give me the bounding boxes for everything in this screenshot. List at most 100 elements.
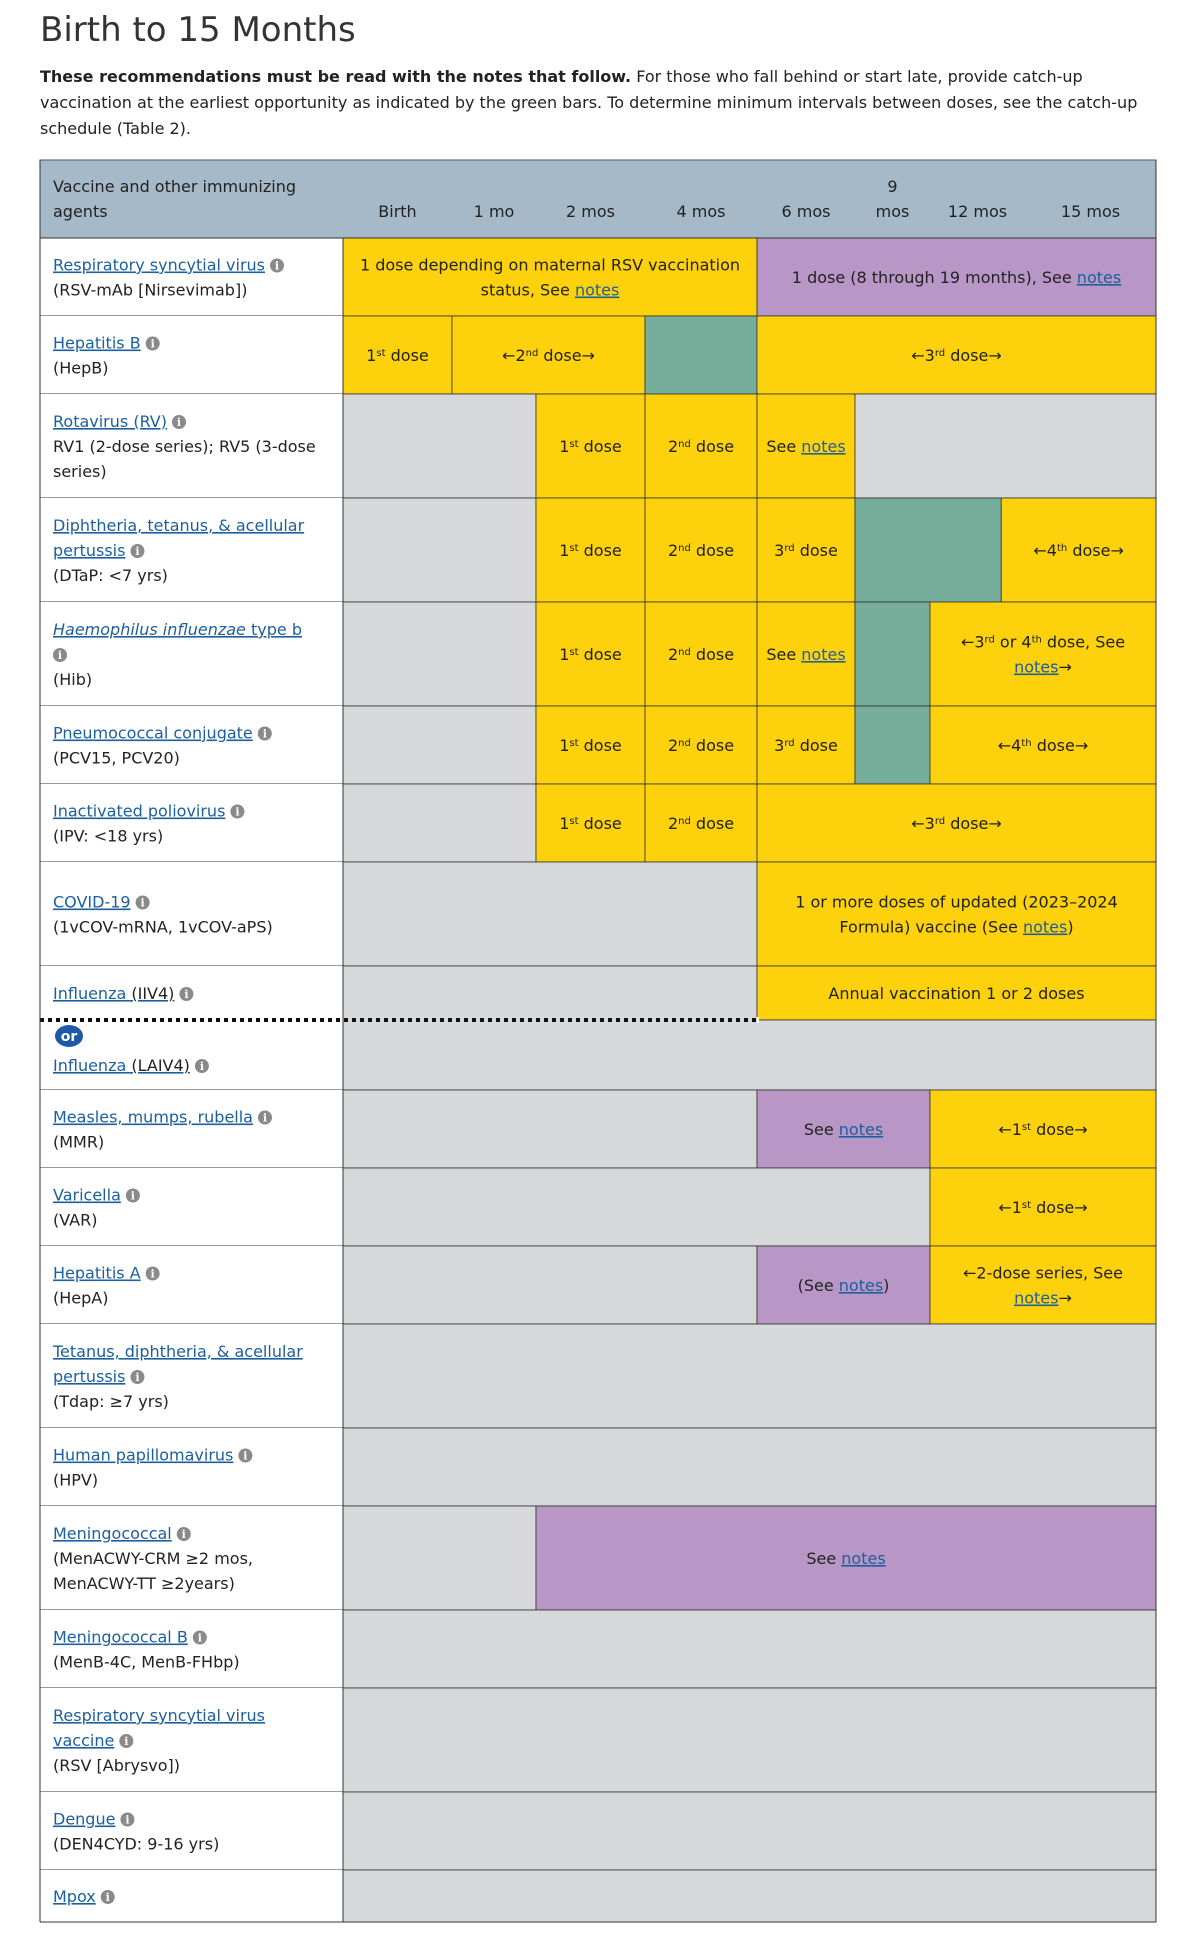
vaccine-name-link[interactable]: Hepatitis A (53, 1264, 141, 1283)
schedule-cell-text[interactable]: status, See notes (481, 281, 620, 300)
or-badge-label: or (61, 1029, 78, 1045)
vaccine-name-link[interactable]: Respiratory syncytial virus (53, 1706, 265, 1725)
info-icon[interactable]: i (145, 336, 160, 351)
schedule-cell-gray (854, 393, 1157, 499)
vaccine-name-link[interactable]: Rotavirus (RV) (53, 412, 167, 431)
info-icon[interactable]: i (270, 258, 284, 273)
svg-text:i: i (184, 988, 188, 1001)
schedule-cell-gray (342, 783, 537, 863)
vaccine-name-link[interactable]: Meningococcal (53, 1524, 172, 1543)
header-age: 12 mos (948, 202, 1007, 221)
schedule-cell-text[interactable]: See notes (766, 437, 845, 456)
schedule-cell-gray (342, 861, 758, 967)
schedule-cell-yellow (342, 315, 453, 395)
vaccine-name-link[interactable]: Respiratory syncytial virus (53, 256, 265, 275)
schedule-cell-text[interactable]: notes→ (1014, 658, 1072, 677)
vaccine-name-link[interactable]: Tetanus, diphtheria, & acellular (52, 1342, 303, 1361)
vaccine-name-link[interactable]: Human papillomavirus (53, 1446, 233, 1465)
schedule-cell-yellow (644, 393, 758, 499)
intro-text: For those who fall behind or start late,… (40, 67, 1138, 138)
svg-text:i: i (135, 545, 139, 558)
info-icon[interactable]: i (120, 1812, 135, 1827)
schedule-cell-yellow (929, 1167, 1157, 1247)
svg-text:i: i (141, 897, 145, 910)
schedule-cell-gray (342, 601, 537, 707)
schedule-cell-text: ←4th dose→ (1033, 541, 1123, 560)
vaccine-name-link[interactable]: Influenza (LAIV4) (53, 1056, 190, 1075)
vaccine-name-cell (40, 862, 343, 966)
schedule-cell-purple (756, 1089, 931, 1169)
vaccine-name-link[interactable]: Dengue (53, 1810, 115, 1829)
schedule-cell-yellow (644, 783, 758, 863)
schedule-cell-text: ←4th dose→ (998, 736, 1088, 755)
info-icon[interactable]: i (257, 726, 272, 741)
schedule-cell-text[interactable]: (See notes) (798, 1276, 890, 1295)
schedule-cell-yellow (929, 1245, 1157, 1325)
schedule-cell-text[interactable]: notes→ (1014, 1289, 1072, 1308)
vaccine-name-link[interactable]: Influenza (IIV4) (53, 984, 174, 1003)
schedule-cell-text: 1 dose depending on maternal RSV vaccina… (360, 256, 740, 275)
info-icon[interactable]: i (130, 1370, 145, 1384)
vaccine-name-link[interactable]: Haemophilus influenzae type b (53, 620, 302, 639)
info-icon[interactable]: i (135, 895, 150, 910)
schedule-cell-text: ←3rd dose→ (911, 814, 1002, 833)
vaccine-name-cell (40, 602, 343, 706)
svg-text:i: i (243, 1450, 247, 1463)
schedule-cell-text: 1 or more doses of updated (2023–2024 (795, 893, 1118, 912)
header-age: mos (876, 202, 910, 221)
vaccine-name-link[interactable]: Inactivated poliovirus (53, 802, 225, 821)
info-icon[interactable]: i (53, 648, 67, 662)
info-icon[interactable]: i (125, 1188, 140, 1203)
schedule-cell-gray (342, 393, 537, 499)
schedule-cell-text: ←1st dose→ (998, 1120, 1087, 1139)
schedule-cell-text[interactable]: See notes (804, 1120, 883, 1139)
info-icon[interactable]: i (179, 987, 194, 1001)
svg-text:i: i (124, 1735, 128, 1748)
vaccine-name-link[interactable]: Diphtheria, tetanus, & acellular (53, 516, 305, 535)
vaccine-name-cell (40, 1610, 343, 1688)
table-header (39, 159, 1157, 239)
info-icon[interactable]: i (230, 804, 245, 819)
vaccine-subtitle: (HPV) (53, 1471, 98, 1490)
vaccine-name-link[interactable]: Pneumococcal conjugate (53, 724, 253, 743)
schedule-cell-yellow (756, 601, 856, 707)
schedule-cell-yellow (756, 783, 1157, 863)
vaccine-name-cell (40, 238, 343, 316)
info-icon[interactable]: i (100, 1890, 115, 1904)
vaccine-name-link[interactable]: Varicella (53, 1186, 121, 1205)
vaccine-subtitle: series) (53, 462, 107, 481)
schedule-cell-text[interactable]: See notes (766, 645, 845, 664)
schedule-cell-yellow (644, 601, 758, 707)
info-icon[interactable]: i (257, 1110, 272, 1125)
header-age: 9 (887, 177, 897, 196)
vaccine-name-link[interactable]: pertussis (53, 1367, 125, 1386)
info-icon[interactable]: i (119, 1734, 134, 1748)
svg-text:i: i (275, 260, 279, 273)
schedule-cell-text: 2nd dose (668, 814, 734, 833)
info-icon[interactable]: i (238, 1448, 253, 1463)
svg-text:i: i (200, 1060, 204, 1073)
info-icon[interactable]: i (194, 1059, 209, 1073)
vaccine-name-link[interactable]: COVID-19 (53, 893, 131, 912)
vaccine-subtitle: (RSV [Abrysvo]) (53, 1756, 180, 1775)
schedule-cell-text[interactable]: See notes (806, 1549, 885, 1568)
vaccine-name-link[interactable]: vaccine (53, 1731, 114, 1750)
vaccine-name-link[interactable]: Hepatitis B (53, 334, 141, 353)
vaccine-subtitle: (HepA) (53, 1289, 108, 1308)
info-icon[interactable]: i (176, 1527, 191, 1541)
vaccine-name-link[interactable]: pertussis (53, 541, 125, 560)
vaccine-name-link[interactable]: Meningococcal B (53, 1628, 188, 1647)
info-icon[interactable]: i (172, 415, 186, 429)
info-icon[interactable]: i (192, 1630, 207, 1645)
vaccine-subtitle: (VAR) (53, 1211, 97, 1230)
schedule-cell-gray (342, 1089, 758, 1169)
schedule-cell-green (644, 315, 758, 395)
header-age: 15 mos (1061, 202, 1120, 221)
schedule-cell-text[interactable]: 1 dose (8 through 19 months), See notes (792, 268, 1121, 287)
schedule-cell-text[interactable]: Formula) vaccine (See notes) (839, 918, 1073, 937)
vaccine-name-link[interactable]: Mpox (53, 1887, 96, 1906)
info-icon[interactable]: i (130, 544, 145, 558)
info-icon[interactable]: i (145, 1266, 160, 1281)
vaccine-name-link[interactable]: Measles, mumps, rubella (53, 1108, 253, 1127)
schedule-cell-yellow (1000, 497, 1157, 603)
